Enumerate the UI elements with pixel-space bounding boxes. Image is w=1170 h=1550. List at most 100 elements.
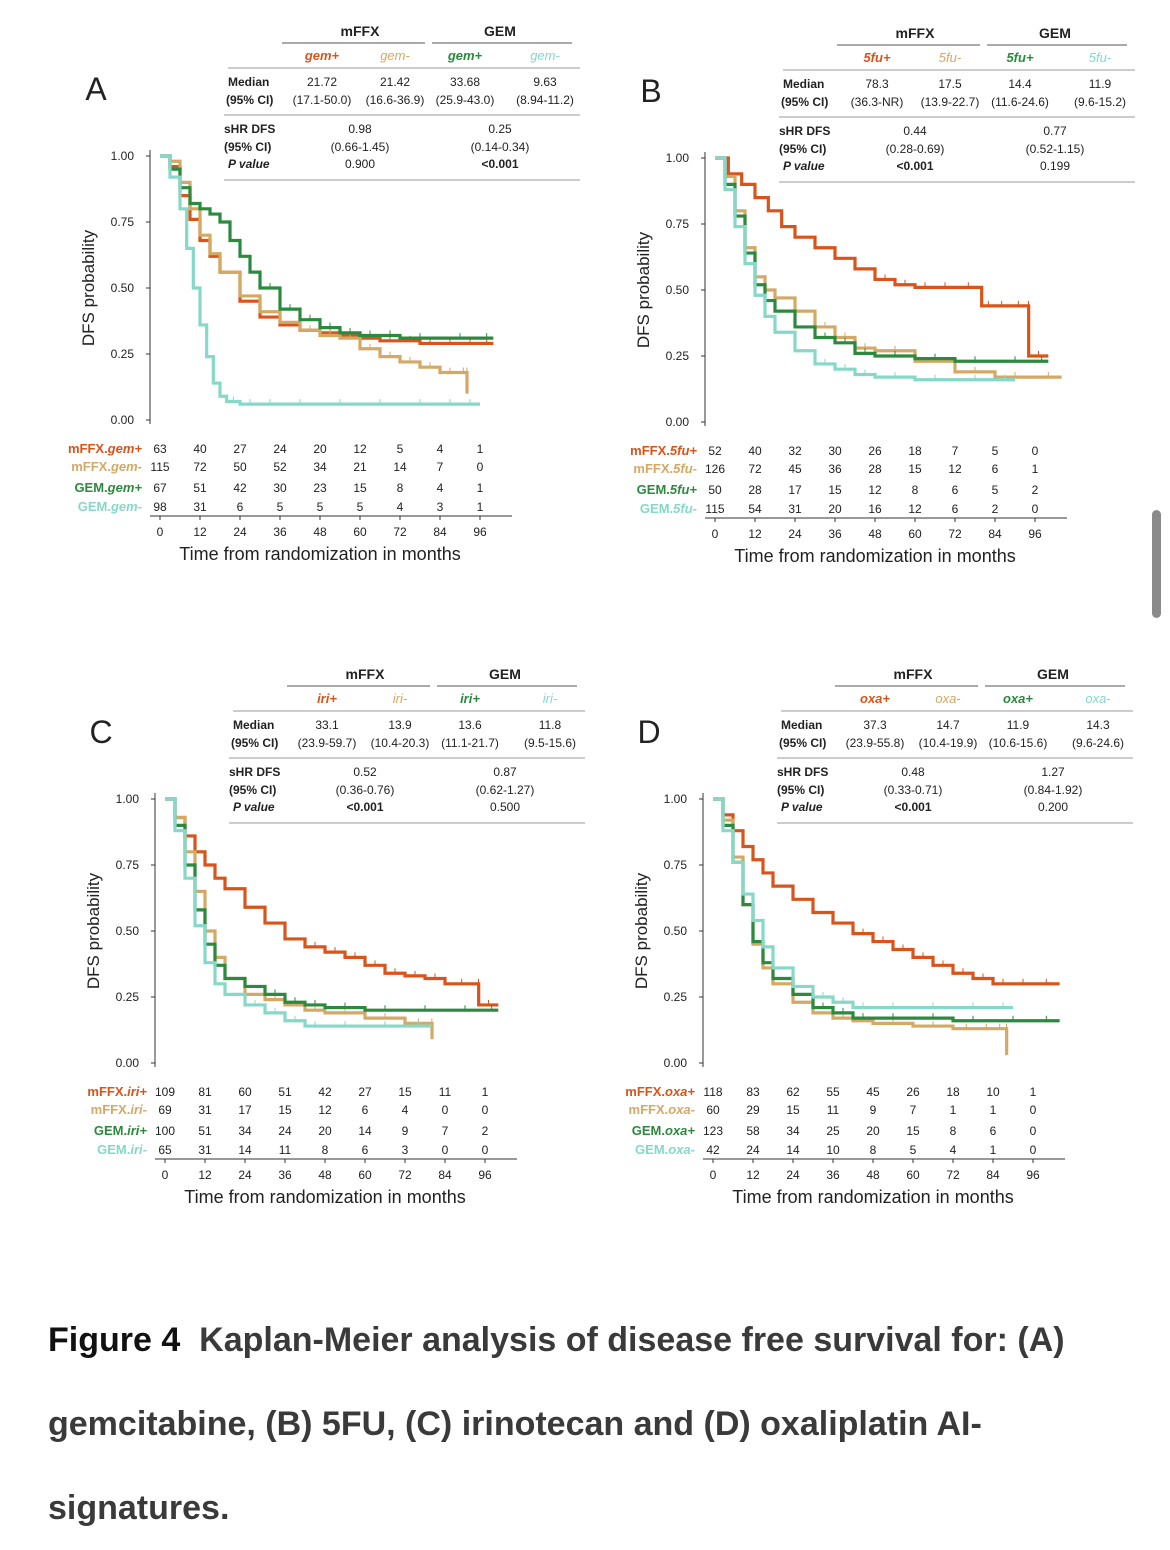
y-axis-label: DFS probability [634,231,653,348]
risk-table-label: GEM.oxa+ [632,1123,696,1138]
risk-count: 27 [358,1085,372,1099]
risk-table-label: mFFX.oxa+ [625,1084,695,1099]
table-p-label: P value [233,800,275,814]
table-group-header: GEM [1037,666,1069,682]
risk-label-group: mFFX. [633,461,673,476]
risk-count: 15 [353,481,367,495]
risk-count: 10 [826,1143,840,1157]
x-tick-label: 72 [398,1168,412,1182]
caption-text: Kaplan-Meier analysis of disease free su… [48,1321,1065,1527]
x-tick-label: 72 [948,527,962,541]
km-curve-GEM.iri- [165,797,432,1028]
table-shr-ci-label: (95% CI) [229,783,276,797]
table-shr-value: 0.52 [353,765,377,779]
risk-count: 31 [198,1143,212,1157]
risk-label-group: GEM. [640,501,673,516]
risk-table-label: GEM.5fu- [640,501,697,516]
risk-count: 123 [703,1124,723,1138]
risk-count: 40 [193,442,207,456]
risk-count: 55 [826,1085,840,1099]
risk-count: 28 [748,483,762,497]
vertical-scrollbar[interactable] [1152,510,1161,618]
table-median-ci: (25.9-43.0) [436,93,495,107]
y-tick-label: 1.00 [666,151,690,165]
table-median-value: 13.6 [458,718,482,732]
risk-count: 2 [992,502,999,516]
risk-count: 20 [318,1124,332,1138]
risk-count: 17 [238,1103,252,1117]
table-shr-ci-value: (0.33-0.71) [884,783,943,797]
risk-count: 2 [482,1124,489,1138]
risk-count: 54 [748,502,762,516]
risk-count: 72 [193,460,207,474]
panel-letter: D [637,714,660,750]
risk-count: 36 [828,462,842,476]
risk-count: 4 [397,500,404,514]
risk-label-group: mFFX. [87,1084,127,1099]
y-axis-label: DFS probability [79,229,98,346]
risk-label-group: mFFX. [68,441,108,456]
risk-count: 72 [748,462,762,476]
risk-count: 60 [238,1085,252,1099]
x-tick-label: 12 [746,1168,760,1182]
risk-count: 42 [318,1085,332,1099]
risk-label-group: GEM. [78,499,111,514]
x-tick-label: 12 [198,1168,212,1182]
x-tick-label: 48 [866,1168,880,1182]
table-median-ci: (13.9-22.7) [921,95,980,109]
table-median-value: 21.72 [307,75,337,89]
risk-label-group: GEM. [97,1142,130,1157]
table-shr-ci-label: (95% CI) [224,140,271,154]
risk-label-group: mFFX. [91,1102,131,1117]
y-tick-label: 0.50 [116,924,140,938]
y-tick-label: 1.00 [664,792,688,806]
risk-count: 10 [986,1085,1000,1099]
risk-label-group: GEM. [94,1123,127,1138]
risk-label-marker: 5fu- [673,501,697,516]
risk-count: 12 [948,462,962,476]
risk-table-label: GEM.gem- [78,499,142,514]
x-tick-label: 24 [233,525,247,539]
x-tick-label: 36 [278,1168,292,1182]
risk-count: 6 [952,483,959,497]
risk-count: 1 [482,1085,489,1099]
x-tick-label: 96 [478,1168,492,1182]
risk-label-marker: gem- [110,459,142,474]
risk-label-group: GEM. [635,1142,668,1157]
risk-count: 14 [358,1124,372,1138]
risk-count: 3 [437,500,444,514]
risk-count: 5 [317,500,324,514]
table-shr-ci-value: (0.62-1.27) [476,783,535,797]
x-axis-label: Time from randomization in months [734,546,1015,566]
table-subgroup-label: iri- [543,691,558,706]
y-tick-label: 0.25 [666,349,690,363]
risk-count: 12 [318,1103,332,1117]
risk-count: 51 [278,1085,292,1099]
risk-count: 7 [437,460,444,474]
km-curve-GEM.iri+ [165,797,499,1012]
x-tick-label: 0 [710,1168,717,1182]
y-tick-label: 1.00 [111,149,135,163]
risk-count: 5 [397,442,404,456]
risk-table-label: mFFX.gem- [71,459,142,474]
table-median-value: 9.63 [533,75,557,89]
risk-count: 24 [273,442,287,456]
x-tick-label: 12 [748,527,762,541]
risk-count: 29 [746,1103,760,1117]
km-curve-GEM.gem- [160,154,480,406]
x-tick-label: 48 [313,525,327,539]
y-tick-label: 0.25 [116,990,140,1004]
x-tick-label: 36 [273,525,287,539]
table-median-value: 11.9 [1089,77,1112,91]
table-subgroup-label: 5fu+ [863,50,891,65]
table-median-ci: (16.6-36.9) [366,93,425,107]
y-tick-label: 0.75 [666,217,690,231]
table-shr-ci-value: (0.14-0.34) [471,140,530,154]
risk-count: 0 [482,1143,489,1157]
risk-count: 0 [1030,1103,1037,1117]
risk-count: 42 [706,1143,720,1157]
risk-count: 115 [705,502,724,516]
panel-letter: A [85,71,107,107]
risk-count: 62 [786,1085,800,1099]
table-median-value: 14.3 [1086,718,1110,732]
